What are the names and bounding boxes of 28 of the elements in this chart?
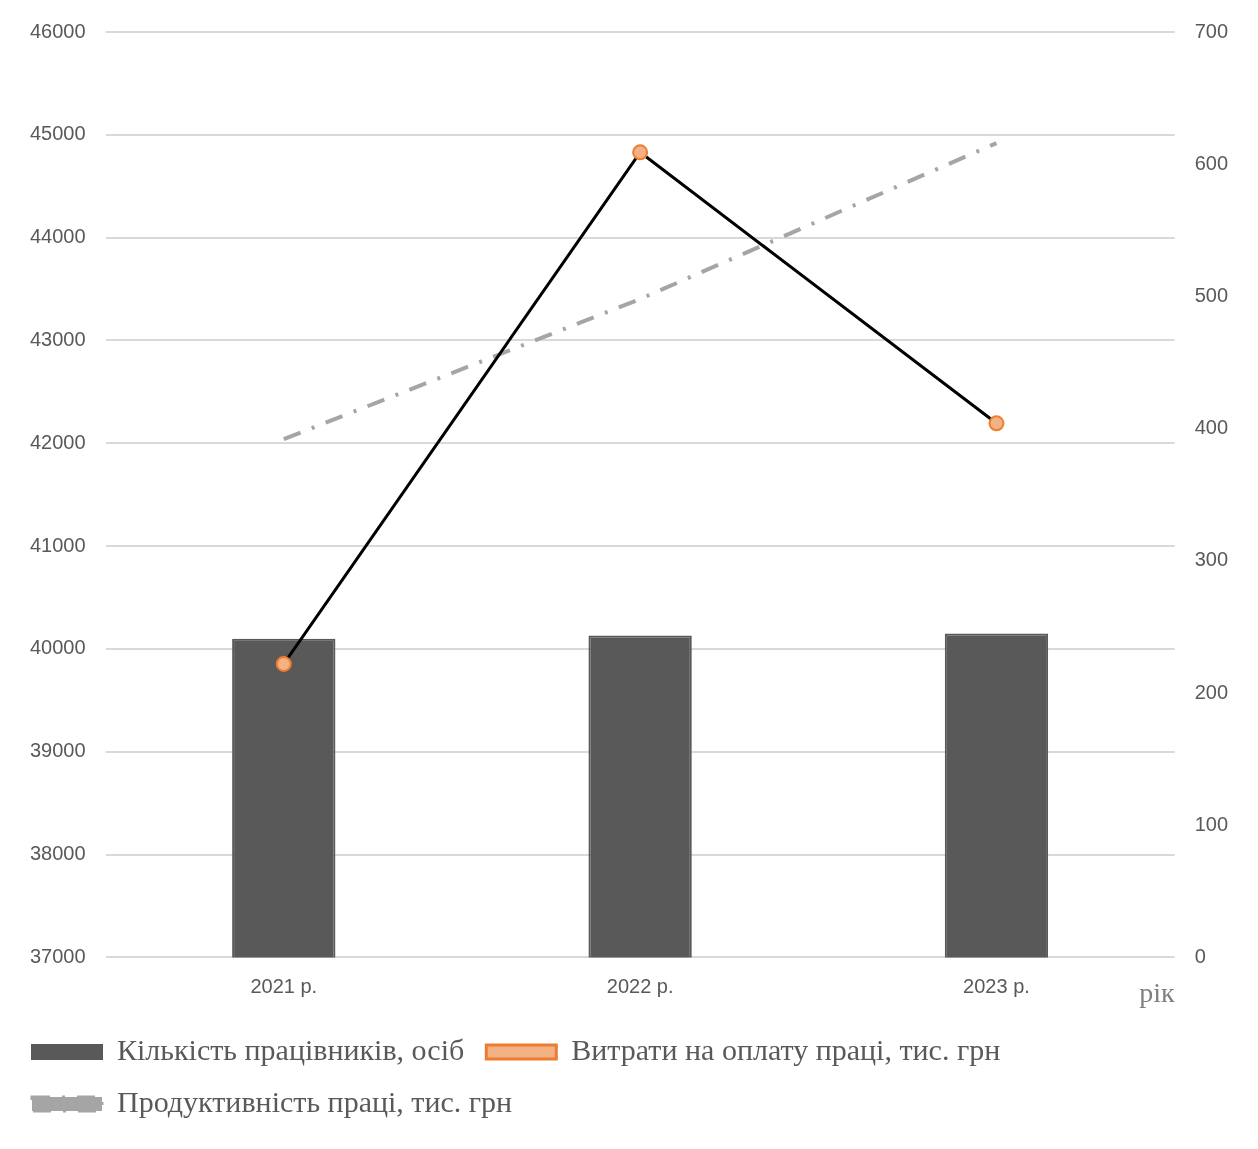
x-tick-label: 2023 р. (963, 974, 1030, 997)
point (275, 655, 292, 672)
y-tick-label: 39000 (29, 739, 86, 762)
point (632, 144, 649, 161)
y-tick-label: 43000 (29, 327, 86, 350)
y-tick-label: 46000 (29, 19, 86, 42)
x-tick-label: 2022 р. (606, 974, 674, 997)
y-tick-label: 40000 (29, 636, 86, 659)
y-tick-label: 41000 (29, 533, 86, 556)
y-tick-label: 37000 (29, 944, 86, 967)
y2-tick-label: 200 (1194, 680, 1229, 703)
legend-label: Продуктивність праці, тис. грн (117, 1084, 513, 1118)
point (988, 415, 1005, 432)
y2-tick-label: 400 (1194, 416, 1229, 439)
y2-tick-label: 300 (1194, 548, 1229, 571)
x-axis-title: рік (1139, 976, 1176, 1008)
y-tick-label: 45000 (29, 122, 86, 145)
y-tick-label: 44000 (29, 225, 86, 248)
y2-tick-label: 500 (1194, 283, 1229, 306)
y2-tick-label: 100 (1194, 812, 1229, 835)
legend-label: Кількість працівників, осіб (117, 1032, 465, 1066)
x-tick-label: 2021 р. (250, 974, 318, 997)
y2-tick-label: 700 (1194, 19, 1229, 42)
legend-label: Витрати на оплату праці, тис. грн (571, 1032, 1001, 1066)
y-tick-label: 42000 (29, 430, 86, 453)
y2-tick-label: 600 (1194, 151, 1229, 174)
y-tick-label: 38000 (29, 842, 86, 865)
y2-tick-label: 0 (1194, 944, 1206, 967)
